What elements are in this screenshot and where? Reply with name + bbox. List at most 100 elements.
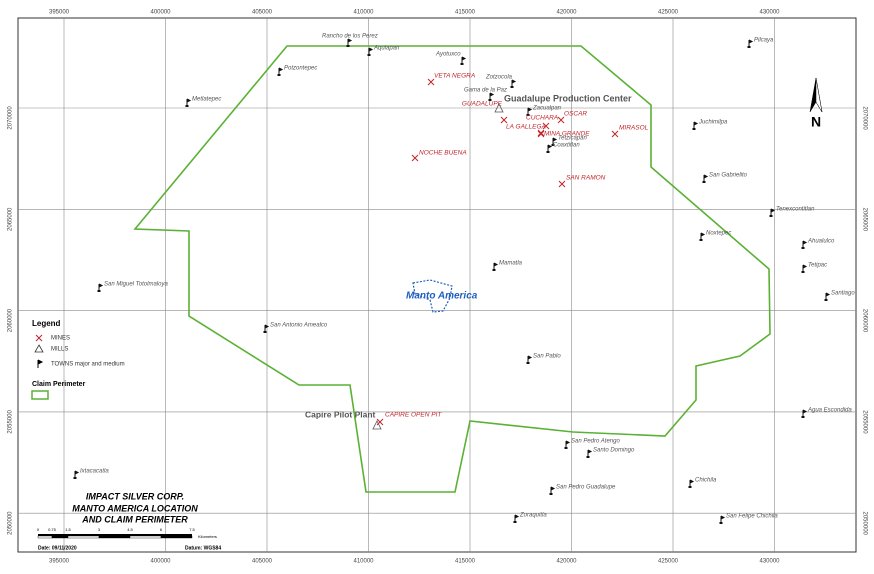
easting-label: 425000 xyxy=(658,10,679,16)
project-label: Manto America xyxy=(406,291,478,302)
mine-label: VETA NEGRA xyxy=(434,73,475,80)
project-outline xyxy=(412,279,453,313)
town-label: Ahualulco xyxy=(807,239,835,245)
northing-label: 2050000 xyxy=(861,512,867,536)
easting-label: 410000 xyxy=(353,559,374,565)
town-label: Potzontepec xyxy=(284,66,317,72)
north-arrow-half xyxy=(815,77,823,113)
town-base xyxy=(719,522,723,524)
easting-label: 415000 xyxy=(455,10,476,16)
town-icon xyxy=(368,47,374,55)
production-center-label: Guadalupe Production Center xyxy=(504,93,632,103)
town-label: Rancho de los Perez xyxy=(322,34,378,40)
town-icon xyxy=(748,39,754,47)
legend-item: MINES xyxy=(51,336,70,342)
town-base xyxy=(263,331,267,333)
easting-label: 410000 xyxy=(353,10,374,16)
town-icon xyxy=(347,38,353,46)
town-base xyxy=(546,151,550,153)
town-label: San Antonio Amealco xyxy=(270,323,328,329)
mine-icon xyxy=(537,130,545,138)
town-label: San Miguel Totolmaloya xyxy=(104,282,168,288)
northing-label: 2070000 xyxy=(861,106,867,130)
easting-label: 400000 xyxy=(150,559,171,565)
town-icon xyxy=(802,240,808,248)
scale-segment xyxy=(38,534,52,536)
mine-icon xyxy=(558,180,566,188)
town-icon xyxy=(461,56,467,64)
town-base xyxy=(346,45,350,47)
town-icon xyxy=(770,208,776,216)
datum: Datum: WGS84 xyxy=(185,545,221,551)
mine-label: GUADALUPE xyxy=(462,101,503,108)
town-icon xyxy=(802,409,808,417)
easting-label: 405000 xyxy=(252,10,273,16)
mine-label: MINA GRANDE xyxy=(544,131,590,138)
legend-mill-icon xyxy=(34,344,44,353)
legend-town-icon xyxy=(37,359,44,368)
mine-icon xyxy=(611,130,619,138)
town-label: San Pedro Guadalupe xyxy=(556,485,616,491)
legend-item: TOWNS major and medium xyxy=(51,362,125,368)
mine-label: OSCAR xyxy=(564,111,587,118)
town-icon xyxy=(511,79,517,87)
northing-label: 2055000 xyxy=(8,410,14,434)
town-base xyxy=(692,128,696,130)
easting-label: 405000 xyxy=(252,559,273,565)
town-base xyxy=(824,299,828,301)
town-base xyxy=(551,144,555,146)
easting-label: 430000 xyxy=(759,559,780,565)
scale-segment xyxy=(129,535,162,539)
scale-segment xyxy=(98,535,131,539)
scale-tick-label: 4.5 xyxy=(127,527,133,532)
northing-label: 2060000 xyxy=(861,309,867,333)
town-base xyxy=(488,99,492,101)
town-icon xyxy=(720,515,726,523)
scale-tick-label: 3 xyxy=(98,527,101,532)
easting-label: 400000 xyxy=(150,10,171,16)
mine-label: CUCHARA xyxy=(526,115,558,122)
town-icon xyxy=(547,144,553,152)
scale-tick-label: 0 xyxy=(37,527,40,532)
town-icon xyxy=(527,107,533,115)
scale-segment xyxy=(67,535,100,539)
title-line: IMPACT SILVER CORP. xyxy=(86,491,184,501)
title-block: IMPACT SILVER CORP. MANTO AMERICA LOCATI… xyxy=(38,491,221,551)
town-base xyxy=(702,181,706,183)
town-icon xyxy=(98,283,104,291)
town-base xyxy=(747,46,751,48)
scale-segment xyxy=(130,534,161,536)
town-base xyxy=(586,456,590,458)
town-icon xyxy=(493,262,499,270)
town-base xyxy=(526,362,530,364)
town-icon xyxy=(825,292,831,300)
legend-title: Legend xyxy=(32,319,61,328)
town-icon xyxy=(689,479,695,487)
town-icon xyxy=(489,92,495,100)
town-base xyxy=(801,247,805,249)
easting-label: 430000 xyxy=(759,10,780,16)
scale-segment xyxy=(52,534,68,536)
town-label: Gama de la Paz xyxy=(464,88,507,94)
scale-tick-label: 0.75 xyxy=(48,527,57,532)
scale-segment xyxy=(51,535,69,539)
town-base xyxy=(367,54,371,56)
town-label: Santo Domingo xyxy=(593,448,635,454)
northing-label: 2065000 xyxy=(8,207,14,231)
town-label: Tetzicapan xyxy=(558,136,587,142)
mill-icon xyxy=(372,420,382,430)
claim-perimeter xyxy=(133,45,771,493)
northing-label: 2055000 xyxy=(861,410,867,434)
mill-icon xyxy=(494,103,504,113)
mine-icon xyxy=(542,122,550,130)
map-frame xyxy=(17,17,857,553)
town-label: San Pablo xyxy=(533,354,561,360)
town-label: Metlatepec xyxy=(192,97,221,103)
town-base xyxy=(699,239,703,241)
legend-mine-icon xyxy=(35,334,43,342)
town-icon xyxy=(700,232,706,240)
town-label: Pilcaya xyxy=(754,38,774,44)
mine-label: NOCHE BUENA xyxy=(419,150,467,157)
town-label: Mamatla xyxy=(499,261,523,267)
northing-label: 2060000 xyxy=(8,308,14,332)
